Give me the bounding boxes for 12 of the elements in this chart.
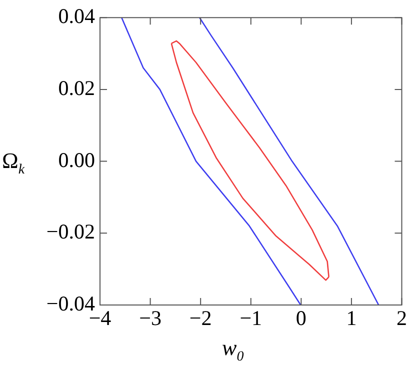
y-tick-label: −0.02	[46, 220, 95, 244]
x-tick-label: −3	[139, 306, 162, 330]
y-tick-label: 0.00	[58, 148, 95, 172]
x-tick-label: −2	[189, 306, 212, 330]
x-tick-label: 1	[346, 306, 357, 330]
x-tick-label: −1	[240, 306, 262, 330]
x-axis-title: w$_{0}$	[222, 335, 244, 366]
x-tick-label: 0	[296, 306, 306, 330]
x-tick-label: 2	[396, 306, 407, 330]
y-axis-title: Ω$_{k}$	[2, 148, 25, 178]
y-tick-label: 0.04	[58, 4, 96, 28]
y-tick-label: 0.02	[58, 76, 95, 100]
